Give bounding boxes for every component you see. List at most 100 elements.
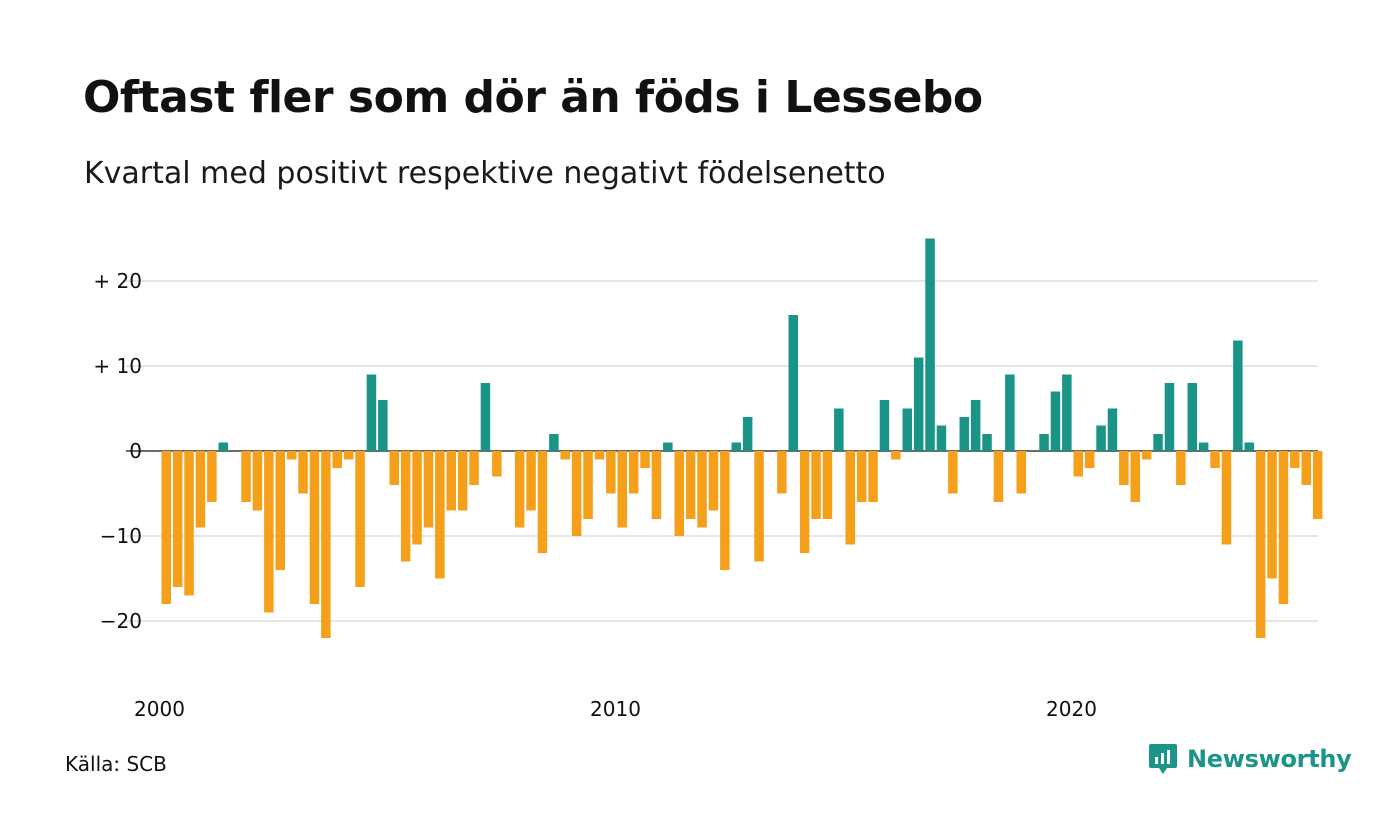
bar-negative <box>628 451 639 494</box>
bar-negative <box>1301 451 1311 485</box>
y-tick-label: −20 <box>100 609 142 633</box>
bar-negative <box>674 451 684 536</box>
bar-negative <box>799 451 810 553</box>
x-tick-label: 2020 <box>1046 697 1097 721</box>
bar-positive <box>834 408 844 451</box>
bar-negative <box>856 451 867 502</box>
bar-negative <box>606 451 616 494</box>
bar-negative <box>343 451 354 460</box>
source-label: Källa: SCB <box>65 752 167 776</box>
bar-negative <box>161 451 171 604</box>
bar-negative <box>207 451 217 502</box>
bar-positive <box>925 238 935 451</box>
bar-negative <box>1210 451 1220 468</box>
bar-negative <box>948 451 958 494</box>
bars <box>161 238 1323 638</box>
bar-negative <box>993 451 1004 502</box>
bar-negative <box>720 451 730 570</box>
bar-positive <box>1096 425 1106 451</box>
bar-negative <box>435 451 445 579</box>
bar-negative <box>583 451 593 519</box>
bar-negative <box>708 451 719 511</box>
bar-negative <box>332 451 342 468</box>
y-tick-label: −10 <box>100 524 142 548</box>
bar-positive <box>663 442 673 451</box>
bar-negative <box>845 451 855 545</box>
bar-negative <box>423 451 434 528</box>
bar-negative <box>321 451 331 638</box>
bar-negative <box>195 451 206 528</box>
x-axis-labels: 2000 2010 2020 <box>134 697 1097 721</box>
bar-negative <box>1119 451 1129 485</box>
bar-negative <box>1290 451 1300 468</box>
bar-negative <box>355 451 365 587</box>
bar-positive <box>218 442 228 451</box>
bar-negative <box>389 451 399 485</box>
bar-negative <box>868 451 878 502</box>
bar-negative <box>1267 451 1277 579</box>
bar-negative <box>184 451 194 596</box>
bar-negative <box>571 451 582 536</box>
bar-positive <box>742 417 753 451</box>
bar-negative <box>1130 451 1140 502</box>
bar-negative <box>286 451 297 460</box>
bar-negative <box>822 451 833 519</box>
bar-positive <box>1062 374 1072 451</box>
bar-positive <box>1005 374 1015 451</box>
bar-negative <box>400 451 411 562</box>
brand-name: Newsworthy <box>1187 745 1352 773</box>
bar-negative <box>1278 451 1289 604</box>
bar-negative <box>252 451 263 511</box>
bar-negative <box>1084 451 1095 468</box>
bar-negative <box>651 451 662 519</box>
bar-negative <box>1141 451 1152 460</box>
chart-title: Oftast fler som dör än föds i Lessebo <box>83 72 983 123</box>
y-tick-label: 0 <box>129 439 142 463</box>
bar-positive <box>959 417 969 451</box>
bar-negative <box>1255 451 1266 638</box>
bar-positive <box>1187 383 1197 451</box>
bar-negative <box>298 451 308 494</box>
bar-negative <box>457 451 468 511</box>
x-tick-label: 2010 <box>590 697 641 721</box>
bar-negative <box>1176 451 1186 485</box>
bar-negative <box>1016 451 1026 494</box>
bar-negative <box>777 451 787 494</box>
bar-negative <box>264 451 274 613</box>
y-tick-label: + 20 <box>93 269 142 293</box>
bar-negative <box>172 451 183 587</box>
bar-positive <box>936 425 947 451</box>
bar-positive <box>1233 340 1243 451</box>
bar-positive <box>1198 442 1209 451</box>
bar-negative <box>1312 451 1323 519</box>
bar-negative <box>275 451 285 570</box>
bar-positive <box>549 434 559 451</box>
newsworthy-logo-icon <box>1149 744 1177 774</box>
bar-negative <box>412 451 422 545</box>
bar-positive <box>982 434 992 451</box>
bar-positive <box>970 400 981 451</box>
bar-positive <box>1244 442 1254 451</box>
bar-negative <box>697 451 707 528</box>
bar-negative <box>891 451 901 460</box>
bar-negative <box>594 451 605 460</box>
bar-positive <box>879 400 890 451</box>
bar-negative <box>1221 451 1232 545</box>
brand-logo[interactable]: Newsworthy <box>1148 742 1352 776</box>
bar-negative <box>537 451 548 553</box>
y-axis-labels: + 20 + 10 0 −10 −20 <box>93 269 142 633</box>
bar-positive <box>1153 434 1163 451</box>
bar-positive <box>731 442 741 451</box>
bar-negative <box>492 451 502 477</box>
bar-negative <box>309 451 320 604</box>
bar-negative <box>640 451 650 468</box>
bar-positive <box>1050 391 1061 451</box>
bar-positive <box>913 357 924 451</box>
bar-positive <box>1039 434 1049 451</box>
bar-negative <box>560 451 570 460</box>
x-tick-label: 2000 <box>134 697 185 721</box>
bar-negative <box>754 451 764 562</box>
bar-positive <box>902 408 912 451</box>
bar-negative <box>469 451 479 485</box>
